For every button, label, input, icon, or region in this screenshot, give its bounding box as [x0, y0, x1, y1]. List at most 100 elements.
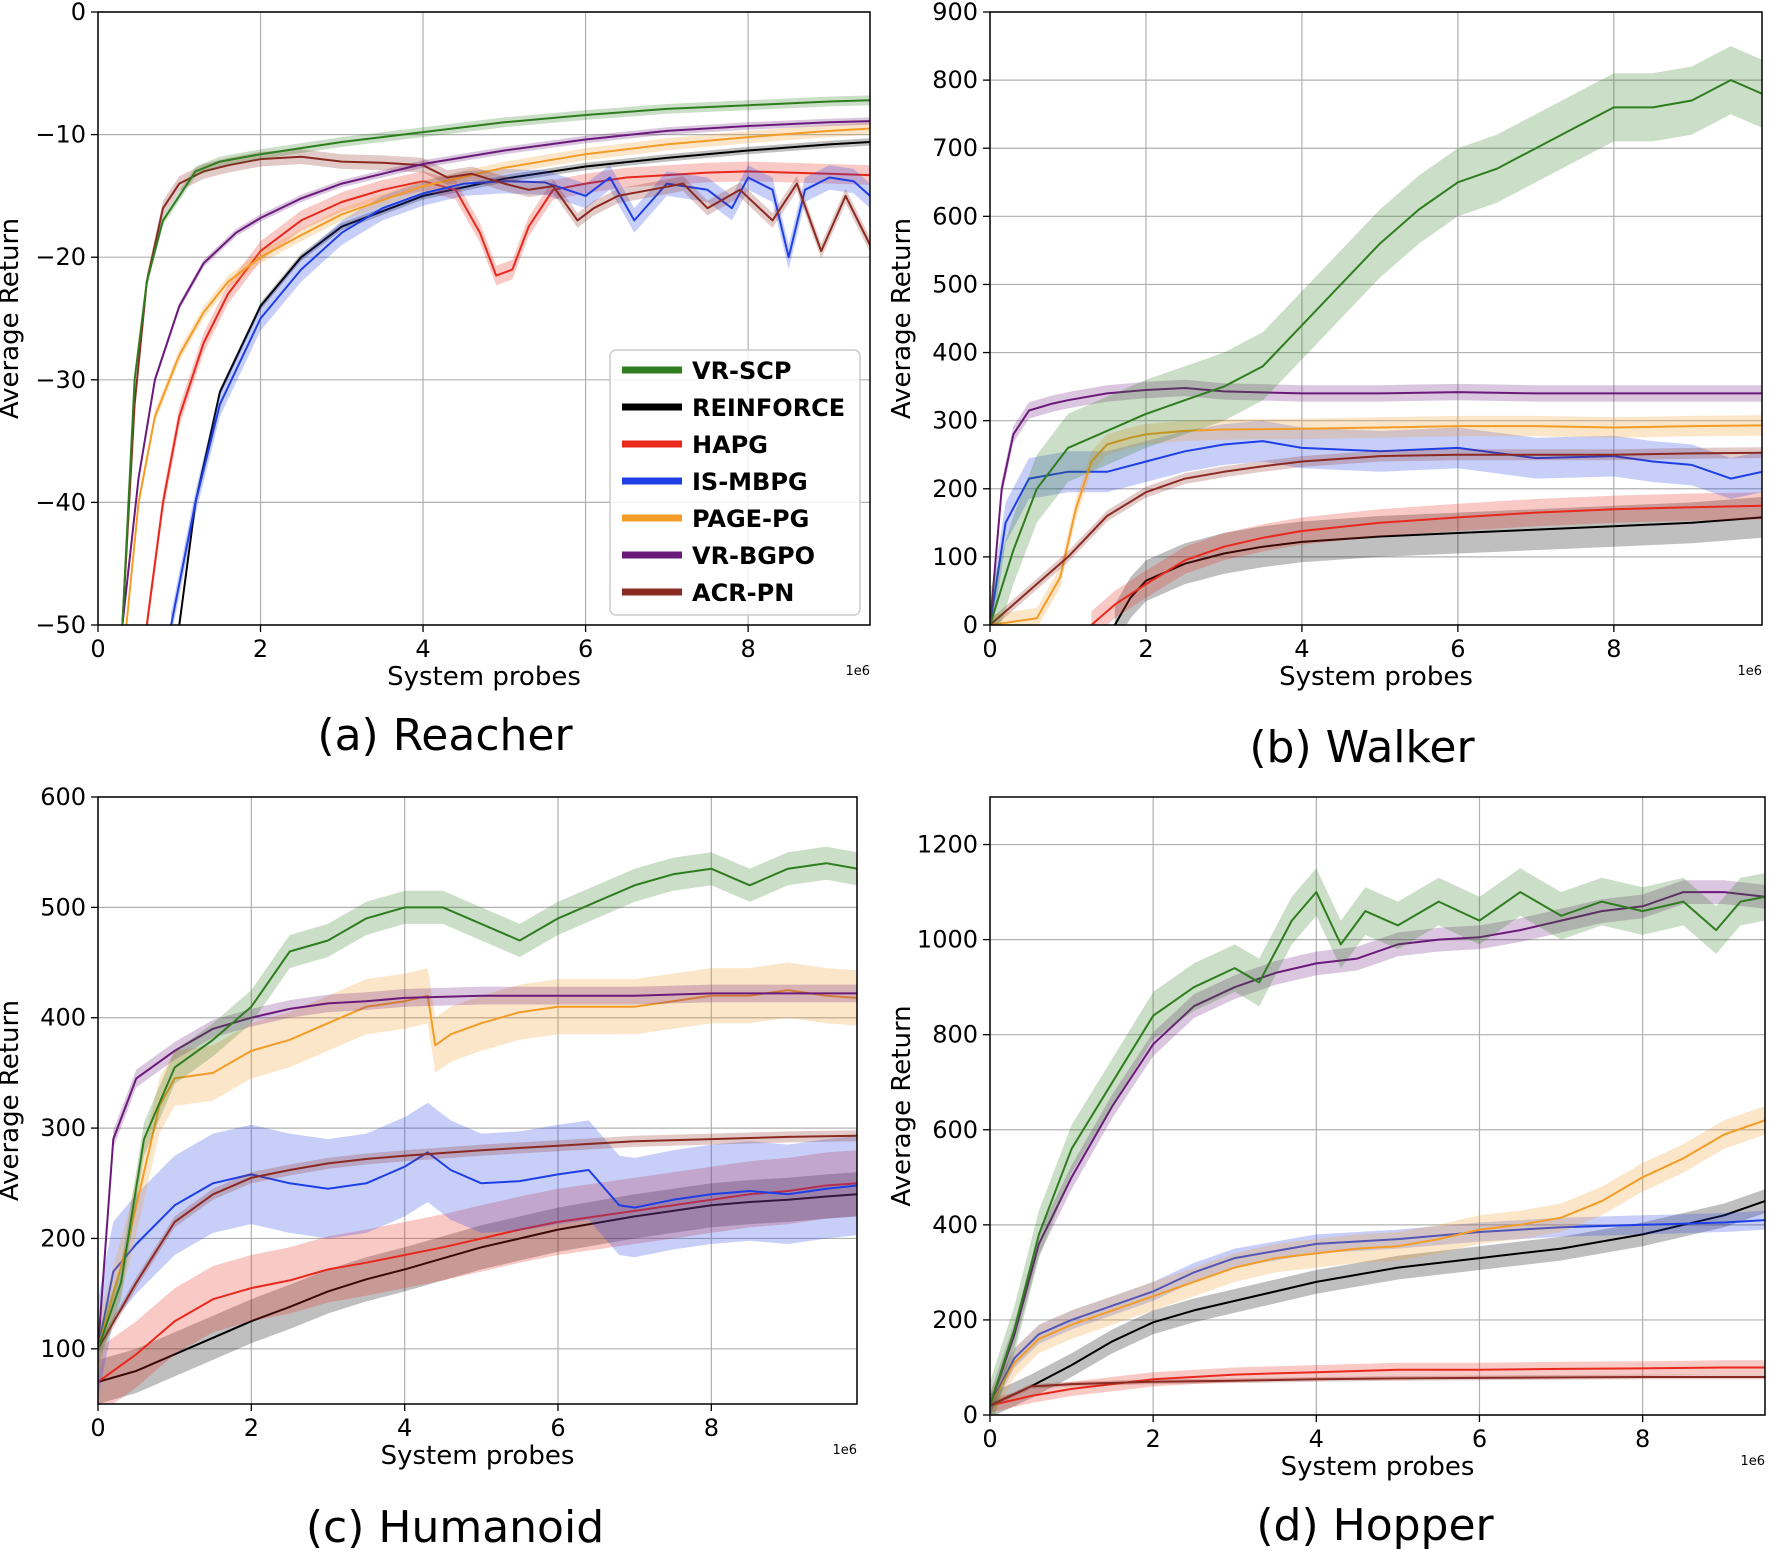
x-axis-label: System probes	[381, 1441, 575, 1471]
x-scale-label: 1e6	[1737, 664, 1762, 679]
line-vr-scp	[990, 79, 1762, 625]
y-tick-label: −50	[35, 611, 86, 639]
panel-reacher: (a) Reacher 0 2 4 6 8 −50 −40 −30 −20 −10 0 System …	[0, 0, 871, 761]
legend-box	[609, 349, 861, 616]
line-page-pg	[990, 424, 1762, 625]
legend-label-page-pg: PAGE-PG	[692, 505, 809, 533]
band-vr-bgpo	[990, 379, 1762, 625]
x-tick-label: 6	[1450, 635, 1465, 663]
line-hapg	[990, 1366, 1765, 1407]
plot-area-hopper	[990, 797, 1765, 1415]
y-tick-label: 0	[963, 1401, 978, 1429]
x-tick-label: 2	[1138, 635, 1153, 663]
panel-walker: (b) Walker 0 2 4 6 8 0 100 200 300 400 500 600 700 80…	[887, 0, 1763, 773]
x-axis-label: System probes	[1279, 662, 1473, 692]
line-is-mbpg	[170, 176, 870, 625]
y-tick-label: 200	[932, 1306, 978, 1334]
axes-frame-reacher	[97, 11, 871, 626]
line-vr-scp	[121, 99, 870, 625]
y-tick-label: 400	[932, 1211, 978, 1239]
band-page-pg	[990, 1106, 1765, 1415]
y-tick-label: −30	[35, 366, 86, 394]
y-tick-label: 500	[932, 270, 978, 298]
line-acr-pn	[121, 155, 870, 625]
line-hapg	[145, 170, 870, 625]
caption-reacher: (a) Reacher	[317, 710, 573, 761]
y-tick-label: 1200	[917, 831, 978, 859]
y-tick-label: 100	[40, 1335, 86, 1363]
band-vr-bgpo	[990, 880, 1765, 1415]
x-tick-label: 6	[578, 635, 593, 663]
line-reinforce	[1113, 516, 1762, 625]
x-tick-label: 4	[397, 1414, 412, 1442]
legend-label-vr-scp: VR-SCP	[692, 357, 792, 385]
band-reinforce	[1114, 497, 1762, 625]
y-tick-label: 500	[40, 893, 86, 921]
line-vr-bgpo	[98, 992, 857, 1349]
x-axis-label: System probes	[387, 662, 581, 692]
x-scale-label: 1e6	[845, 664, 870, 679]
y-tick-label: 100	[932, 543, 978, 571]
x-tick-label: 6	[550, 1414, 565, 1442]
caption-walker: (b) Walker	[1249, 722, 1475, 773]
x-tick-label: 8	[740, 635, 755, 663]
x-scale-label: 1e6	[1740, 1454, 1765, 1469]
line-page-pg	[125, 127, 870, 625]
y-tick-label: 900	[932, 0, 978, 26]
x-tick-label: 0	[982, 1425, 997, 1453]
y-tick-label: 0	[963, 611, 978, 639]
y-tick-label: 600	[932, 202, 978, 230]
y-tick-label: 800	[932, 66, 978, 94]
line-reinforce	[178, 141, 870, 625]
y-tick-label: 300	[40, 1114, 86, 1142]
caption-hopper: (d) Hopper	[1256, 1500, 1494, 1551]
series-group-hopper	[990, 868, 1765, 1415]
band-reinforce	[98, 1172, 857, 1404]
panel-humanoid: (c) Humanoid 0 2 4 6 8 100 200 300 400 500 600 Syst…	[0, 783, 858, 1553]
y-tick-label: 0	[71, 0, 86, 26]
band-is-mbpg	[990, 1210, 1765, 1415]
legend-label-vr-bgpo: VR-BGPO	[692, 542, 815, 570]
x-tick-label: 4	[1294, 635, 1309, 663]
series-group-walker	[990, 46, 1762, 625]
x-tick-label: 4	[415, 635, 430, 663]
plot-area-humanoid	[98, 797, 857, 1404]
band-is-mbpg	[98, 1102, 857, 1399]
y-tick-label: −20	[35, 243, 86, 271]
x-tick-label: 2	[1146, 1425, 1161, 1453]
band-page-pg	[98, 962, 857, 1377]
y-tick-label: 200	[40, 1224, 86, 1252]
y-tick-label: 400	[932, 339, 978, 367]
line-vr-scp	[990, 891, 1765, 1406]
line-acr-pn	[990, 1376, 1765, 1407]
x-tick-label: 8	[1635, 1425, 1650, 1453]
legend: VR-SCP REINFORCE HAPG IS-MBPG PAGE-PG VR-BGPO…	[609, 349, 861, 616]
panel-hopper: (d) Hopper 0 2 4 6 8 0 200 400 600 800 1000 1200 Sys…	[887, 796, 1766, 1551]
band-hapg	[1091, 492, 1762, 625]
band-vr-scp	[990, 868, 1765, 1415]
x-axis-label: System probes	[1281, 1452, 1475, 1482]
y-tick-label: 1000	[917, 926, 978, 954]
line-vr-bgpo	[121, 120, 870, 625]
line-hapg	[1090, 504, 1762, 625]
line-vr-bgpo	[990, 387, 1762, 625]
y-tick-label: −10	[35, 121, 86, 149]
axes-frame-hopper	[989, 796, 1766, 1416]
y-tick-label: 800	[932, 1021, 978, 1049]
line-reinforce	[990, 1200, 1765, 1407]
line-hapg	[98, 1182, 857, 1383]
band-page-pg	[990, 415, 1762, 625]
series-group-humanoid	[98, 846, 857, 1404]
band-acr-pn	[990, 1374, 1765, 1408]
legend-label-hapg: HAPG	[692, 431, 768, 459]
band-hapg	[98, 1150, 857, 1404]
caption-humanoid: (c) Humanoid	[306, 1502, 604, 1553]
y-axis-label: Average Return	[887, 218, 917, 419]
x-tick-label: 2	[253, 635, 268, 663]
x-tick-label: 2	[244, 1414, 259, 1442]
line-acr-pn	[990, 451, 1762, 625]
line-page-pg	[98, 989, 857, 1350]
y-tick-label: 600	[40, 783, 86, 811]
band-is-mbpg	[990, 420, 1762, 625]
